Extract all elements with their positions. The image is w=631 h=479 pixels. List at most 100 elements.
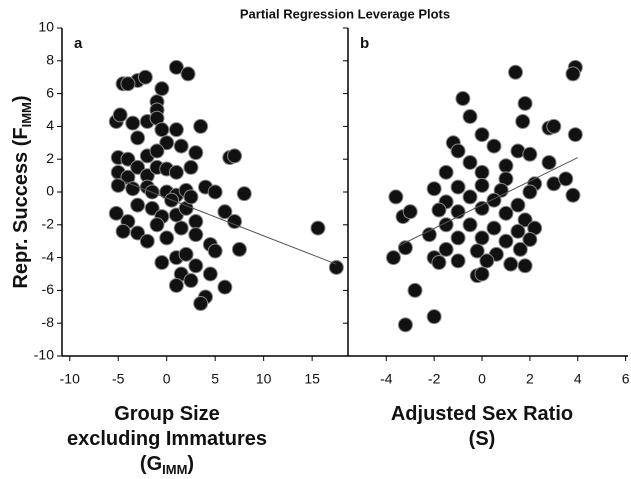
point	[168, 59, 184, 75]
point	[193, 296, 209, 312]
x-tick-label: -10	[60, 371, 80, 387]
x-axis-label: Adjusted Sex Ratio	[391, 403, 573, 425]
point	[517, 212, 533, 228]
point	[450, 143, 466, 159]
point	[438, 241, 454, 257]
x-tick-label: 4	[574, 371, 582, 387]
point	[202, 266, 218, 282]
point	[421, 227, 437, 243]
point	[486, 138, 502, 154]
label-part: (S)	[469, 428, 496, 450]
point	[183, 273, 199, 289]
label-part: Adjusted Sex Ratio	[391, 403, 573, 425]
x-axis-label: (S)	[469, 428, 496, 450]
trend-line	[398, 157, 578, 247]
point	[388, 189, 404, 205]
label-part: )	[187, 453, 194, 474]
x-tick-label: -5	[112, 371, 125, 387]
point	[431, 255, 447, 271]
point	[217, 279, 233, 295]
point	[193, 118, 209, 134]
y-tick-label: -6	[42, 281, 55, 297]
label-part: excluding Immatures	[67, 428, 267, 450]
point	[159, 230, 175, 246]
label-part: Repr. Success (F	[10, 127, 32, 288]
point	[154, 255, 170, 271]
point	[567, 127, 583, 143]
panel-label: a	[74, 35, 83, 52]
point	[188, 258, 204, 274]
y-tick-label: 8	[46, 52, 54, 68]
point	[450, 230, 466, 246]
point	[402, 204, 418, 220]
point	[120, 151, 136, 167]
point	[431, 202, 447, 218]
y-axis-label: Repr. Success (FIMM)	[10, 95, 34, 288]
point	[137, 69, 153, 85]
x-tick-label: 5	[211, 371, 219, 387]
point	[227, 148, 243, 164]
x-tick-label: -2	[428, 371, 441, 387]
point	[385, 250, 401, 266]
y-tick-label: -4	[42, 248, 55, 264]
point	[474, 230, 490, 246]
point	[565, 187, 581, 203]
point	[438, 164, 454, 180]
point	[517, 95, 533, 111]
point	[130, 197, 146, 213]
point	[558, 171, 574, 187]
point	[110, 177, 126, 193]
point	[450, 179, 466, 195]
point	[180, 66, 196, 82]
x-axis-label: (GIMM)	[140, 453, 194, 474]
x-tick-label: 6	[622, 371, 630, 387]
point	[462, 109, 478, 125]
y-tick-label: 10	[38, 19, 54, 35]
chart-title: Partial Regression Leverage Plots	[240, 6, 450, 21]
point	[486, 220, 502, 236]
point	[112, 107, 128, 123]
point	[515, 113, 531, 129]
label-part: IMM	[162, 462, 187, 474]
point	[168, 122, 184, 138]
point	[144, 200, 160, 216]
point	[522, 232, 538, 248]
point	[455, 91, 471, 107]
point	[462, 154, 478, 170]
point	[310, 220, 326, 236]
point	[154, 81, 170, 97]
x-tick-label: 0	[478, 371, 486, 387]
point	[522, 184, 538, 200]
y-tick-label: -10	[34, 347, 54, 363]
point	[236, 186, 252, 202]
y-tick-label: 4	[46, 117, 54, 133]
point	[188, 214, 204, 230]
point	[565, 66, 581, 82]
y-tick-label: 6	[46, 84, 54, 100]
point	[546, 118, 562, 134]
point	[479, 253, 495, 269]
point	[183, 159, 199, 175]
panel-label: b	[360, 35, 369, 52]
label-part: IMM	[19, 102, 34, 127]
point	[173, 138, 189, 154]
point	[188, 145, 204, 161]
point	[125, 115, 141, 131]
x-axis-label: excluding Immatures	[67, 428, 267, 450]
y-tick-label: -8	[42, 314, 55, 330]
point	[120, 76, 136, 92]
point	[173, 220, 189, 236]
point	[154, 122, 170, 138]
label-part: )	[10, 95, 32, 102]
point	[217, 204, 233, 220]
x-axis-label: Group Size	[114, 403, 220, 425]
point	[130, 159, 146, 175]
x-tick-label: 15	[304, 371, 320, 387]
label-part: Group Size	[114, 403, 220, 425]
point	[183, 189, 199, 205]
point	[426, 309, 442, 325]
trend-line	[113, 176, 337, 265]
point	[168, 277, 184, 293]
